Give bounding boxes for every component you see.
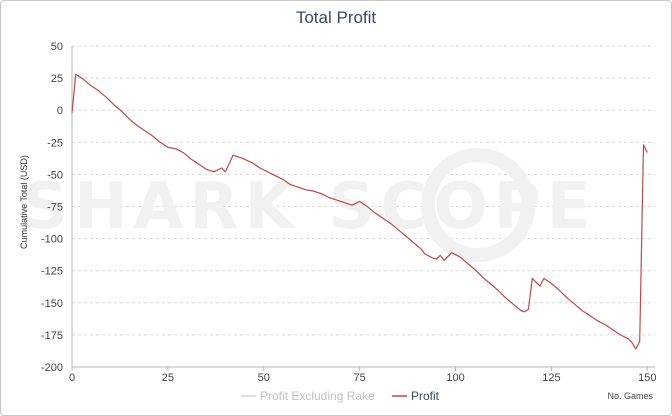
y-tick-label: -200 bbox=[41, 362, 63, 374]
y-tick-label: -25 bbox=[47, 137, 63, 149]
x-tick-label: 25 bbox=[162, 372, 174, 384]
legend-label: Profit bbox=[411, 389, 440, 403]
legend[interactable]: Profit Excluding Rake Profit bbox=[241, 389, 440, 403]
watermark-text: SHARK SCOPE bbox=[22, 170, 596, 244]
series-line-1 bbox=[71, 73, 648, 350]
axes bbox=[71, 46, 655, 368]
x-tick-label: 75 bbox=[354, 372, 366, 384]
x-tick-label: 125 bbox=[542, 372, 560, 384]
grid-lines bbox=[72, 45, 655, 336]
x-axis-label: No. Games bbox=[607, 391, 653, 401]
legend-item-1[interactable]: Profit bbox=[392, 389, 440, 403]
x-tick-label: 150 bbox=[638, 372, 656, 384]
y-tick-label: -75 bbox=[47, 202, 63, 214]
x-tick-label: 100 bbox=[446, 372, 464, 384]
chart-title: Total Profit bbox=[295, 8, 377, 27]
y-tick-label: -50 bbox=[47, 169, 63, 181]
y-tick-label: -175 bbox=[41, 330, 63, 342]
legend-item-0[interactable]: Profit Excluding Rake bbox=[241, 389, 375, 403]
watermark: SHARK SCOPE bbox=[22, 148, 596, 262]
x-tick-label: 0 bbox=[69, 372, 75, 384]
y-tick-label: 50 bbox=[51, 41, 63, 53]
y-tick-label: 25 bbox=[51, 73, 63, 85]
watermark-scope-icon bbox=[421, 148, 535, 262]
x-axis-ticks: 0 25 50 75 100 125 150 bbox=[69, 367, 657, 384]
y-tick-label: -150 bbox=[41, 298, 63, 310]
y-tick-label: -100 bbox=[41, 234, 63, 246]
y-axis-ticks: 50 25 0 -25 -50 -75 -100 -125 -150 -175 -200 bbox=[41, 41, 63, 374]
series-lines bbox=[71, 73, 648, 350]
y-tick-label: 0 bbox=[57, 105, 63, 117]
y-tick-label: -125 bbox=[41, 266, 63, 278]
legend-label: Profit Excluding Rake bbox=[260, 389, 375, 403]
x-tick-label: 50 bbox=[258, 372, 270, 384]
